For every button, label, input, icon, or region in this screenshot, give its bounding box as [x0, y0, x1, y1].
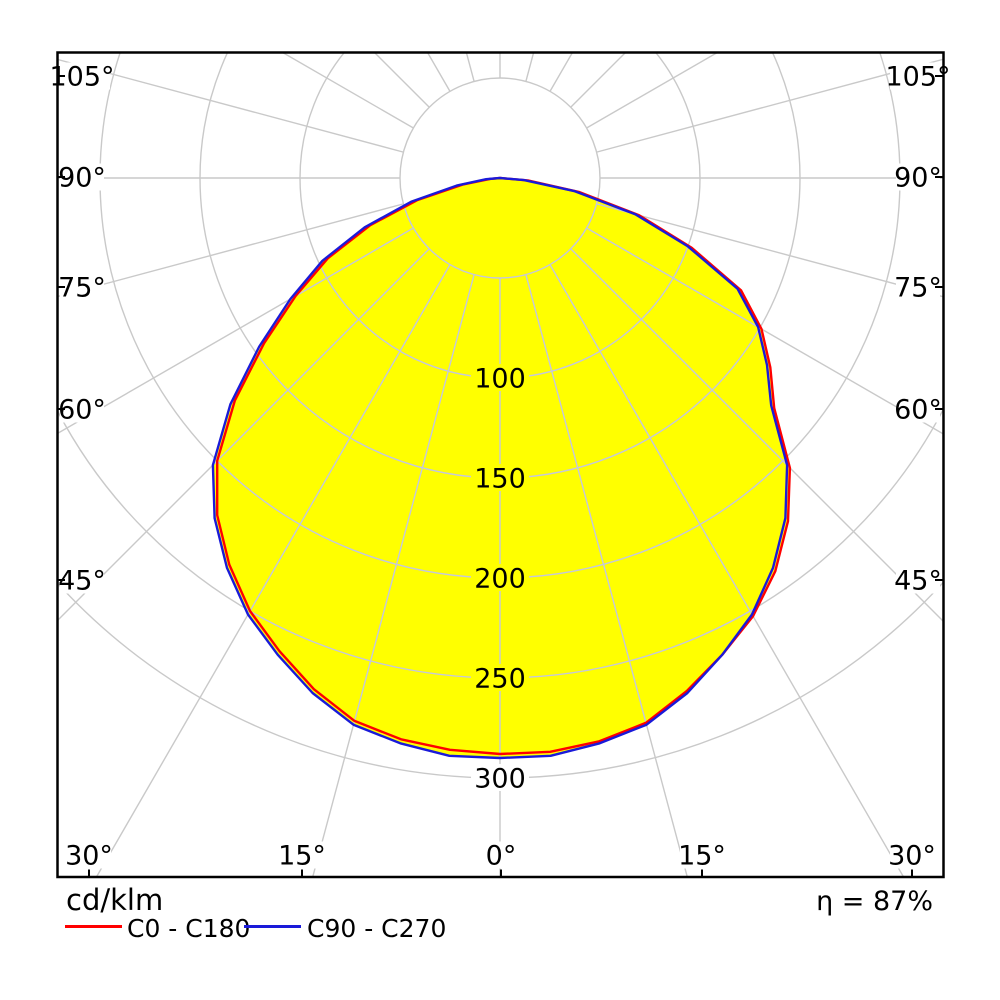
svg-text:75°: 75°: [894, 273, 942, 304]
gamma-angle-label: 45°: [894, 566, 942, 597]
gamma-angle-label: 0°: [485, 841, 517, 872]
gamma-angle-label: 75°: [894, 273, 942, 304]
svg-text:200: 200: [474, 564, 526, 595]
svg-text:90°: 90°: [58, 163, 106, 194]
gamma-angle-label: 45°: [58, 566, 106, 597]
svg-text:250: 250: [474, 664, 526, 695]
gamma-angle-label: 90°: [58, 163, 106, 194]
gamma-angle-label: 30°: [888, 841, 936, 872]
unit-label: cd/klm: [66, 883, 164, 917]
svg-text:100: 100: [474, 364, 526, 395]
svg-text:60°: 60°: [58, 395, 106, 426]
gamma-angle-label: 75°: [58, 273, 106, 304]
plot-frame: [56, 51, 945, 879]
curve-c0-c180: [216, 176, 792, 756]
gamma-angle-label: 15°: [278, 841, 326, 872]
legend-line-c0-icon: [65, 925, 122, 928]
svg-text:30°: 30°: [65, 841, 113, 872]
ring-value-label: 150: [471, 464, 529, 495]
svg-text:60°: 60°: [894, 395, 942, 426]
svg-text:45°: 45°: [58, 566, 106, 597]
ring-value-label: 100: [471, 364, 529, 395]
gamma-angle-label: 60°: [58, 395, 106, 426]
legend-line-c90-icon: [244, 925, 301, 928]
curve-c90-c270: [211, 176, 789, 760]
gamma-angle-label: 15°: [678, 841, 726, 872]
svg-text:45°: 45°: [894, 566, 942, 597]
svg-text:15°: 15°: [278, 841, 326, 872]
ring-value-label: 250: [471, 664, 529, 695]
gamma-angle-label: 90°: [894, 163, 942, 194]
svg-text:0°: 0°: [486, 841, 517, 872]
svg-text:300: 300: [474, 764, 526, 795]
legend-label-c90: C90 - C270: [307, 914, 447, 943]
efficiency-label: η = 87%: [816, 886, 933, 917]
svg-text:30°: 30°: [888, 841, 936, 872]
svg-text:150: 150: [474, 464, 526, 495]
svg-text:15°: 15°: [678, 841, 726, 872]
gamma-angle-label: 30°: [65, 841, 113, 872]
ring-value-label: 300: [471, 764, 529, 795]
ring-value-label: 200: [471, 564, 529, 595]
legend-label-c0: C0 - C180: [127, 914, 251, 943]
gamma-angle-label: 60°: [894, 395, 942, 426]
svg-text:90°: 90°: [894, 163, 942, 194]
svg-text:75°: 75°: [58, 273, 106, 304]
